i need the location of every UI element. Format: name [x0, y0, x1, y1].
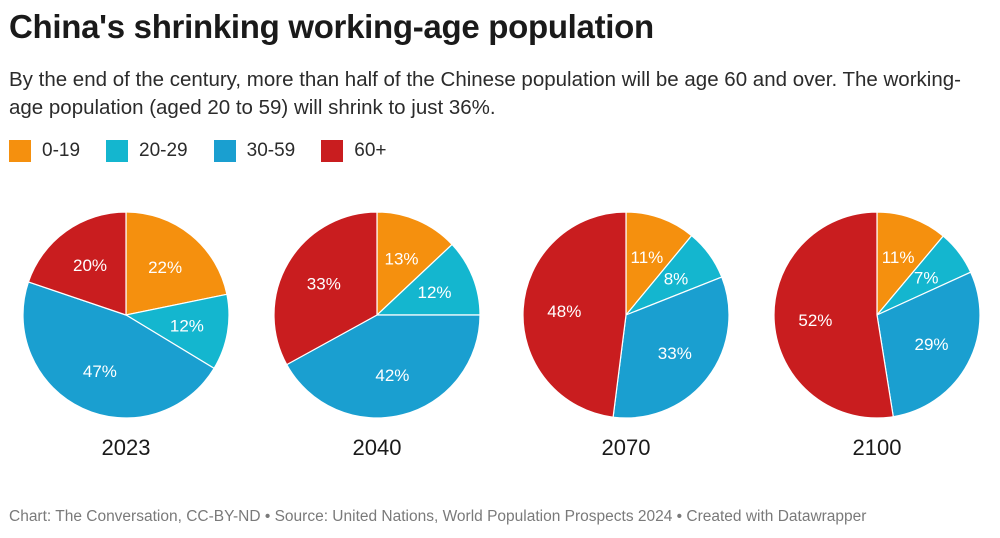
pie-slice-2070-60+ [522, 211, 627, 418]
pie-year-label: 2040 [353, 435, 402, 460]
pie-label-2040-60+: 33% [307, 275, 341, 294]
legend-swatch [213, 140, 236, 162]
legend-label: 0-19 [42, 140, 81, 161]
pie-year-label: 2100 [853, 435, 902, 460]
pie-year-label: 2070 [602, 435, 651, 460]
pie-label-2023-20-29: 12% [170, 317, 204, 336]
pie-slice-2040-30-59 [285, 314, 481, 419]
legend-label: 20-29 [139, 140, 188, 161]
pie-year-label: 2023 [102, 435, 151, 460]
pie-slice-2040-20-29 [375, 243, 481, 316]
legend-item-0-19: 0-19 [9, 140, 80, 162]
pie-2070: 11%8% 33% 48% [522, 211, 730, 419]
chart-footer: Chart: The Conversation, CC-BY-ND • Sour… [9, 508, 867, 525]
pie-slice-2023-20-29 [124, 293, 230, 370]
legend-item-60-plus: 60+ [321, 140, 386, 162]
pie-charts: 22%12%47%20%202313%12%42%33%204011%8%33%… [22, 211, 981, 460]
pie-label-2070-30-59: 33% [658, 344, 692, 363]
pie-label-2023-0-19: 22% [148, 258, 182, 277]
pie-label-2100-0-19: 11% [882, 248, 915, 267]
legend: 0-19 20-29 30-59 60+ [9, 140, 412, 162]
pie-label-2100-60+: 52% [798, 311, 832, 330]
pie-label-2023-30-59: 47% [83, 362, 117, 381]
pie-label-2040-0-19: 13% [384, 249, 418, 268]
legend-item-20-29: 20-29 [106, 140, 188, 162]
pie-slice-2070-30-59 [612, 276, 730, 419]
pie-slice-2100-60+ [773, 211, 894, 419]
legend-item-30-59: 30-59 [213, 140, 296, 162]
pie-slice-2023-30-59 [22, 281, 215, 419]
pie-label-2100-20-29: 7% [914, 269, 939, 288]
pie-2040: 13% 12% 42% 33% [273, 211, 481, 419]
pie-label-2023-60+: 20% [73, 256, 107, 275]
pie-2100: 11% 7% 29% 52% [773, 211, 981, 419]
pie-slice-2023-0-19 [125, 211, 228, 316]
pie-slice-2023-60+ [27, 211, 127, 316]
pie-label-2100-30-59: 29% [914, 335, 948, 354]
pie-label-2070-20-29: 8% [664, 270, 689, 289]
pie-label-2040-30-59: 42% [375, 366, 409, 385]
legend-label: 30-59 [246, 140, 296, 161]
legend-swatch [9, 140, 31, 162]
pie-slice-2040-60+ [273, 211, 378, 366]
chart-subtitle: By the end of the century, more than hal… [9, 68, 961, 119]
pie-label-2040-20-29: 12% [417, 283, 451, 302]
pie-label-2070-0-19: 11% [631, 248, 664, 267]
legend-swatch [321, 140, 344, 162]
pie-slice-2070-0-19 [625, 211, 693, 317]
pie-slice-2100-30-59 [876, 271, 981, 418]
pie-slice-2040-0-19 [376, 211, 453, 317]
pie-2023: 22% 12% 47% 20% [22, 211, 230, 419]
legend-swatch [106, 140, 129, 162]
pie-label-2070-60+: 48% [547, 302, 581, 321]
pie-slice-2100-0-19 [876, 211, 945, 317]
chart-title: China's shrinking working-age population [9, 8, 654, 45]
legend-label: 60+ [354, 140, 387, 161]
